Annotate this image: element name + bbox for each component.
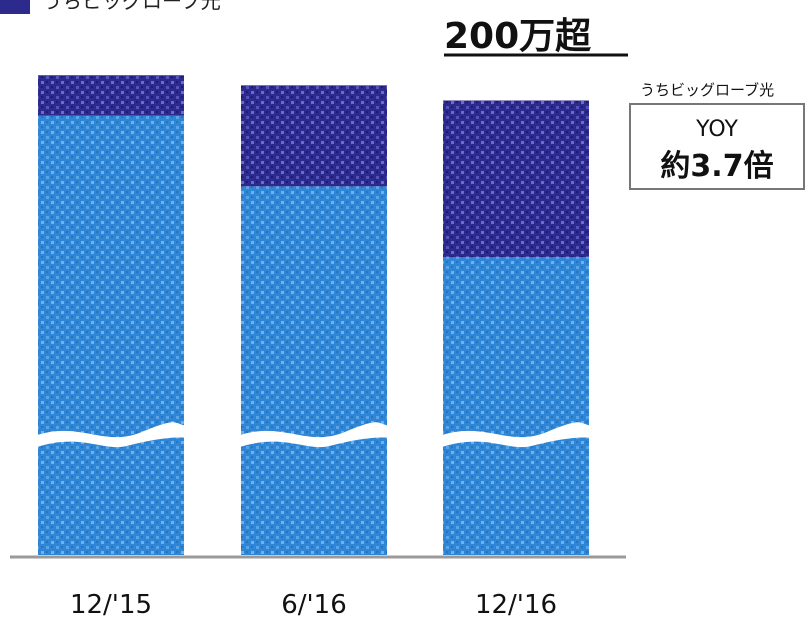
yoy-label: YOY (695, 117, 738, 142)
bar-base-segment-1 (38, 115, 184, 556)
bar-highlight-segment-1 (38, 75, 184, 116)
bar-base-segment-2 (241, 186, 387, 555)
yoy-box (629, 103, 805, 190)
yoy-callout: うちビッグローブ光 YOY 約3.7倍 (629, 81, 805, 190)
axis-breaks (34, 422, 593, 448)
axis-break-3 (439, 422, 593, 448)
axis-break-1 (34, 422, 188, 448)
bars (38, 75, 589, 556)
bar-highlight-segment-2 (241, 85, 387, 187)
x-tick-label-2: 6/'16 (281, 590, 347, 619)
headline-annotation: 200万超 (444, 16, 592, 57)
bar-highlight-segment-3 (443, 100, 589, 258)
x-tick-label-3: 12/'16 (475, 590, 557, 619)
legend-swatch (0, 0, 30, 14)
legend: うちビッグローブ光 (0, 0, 221, 14)
bar-base-segment-3 (443, 257, 589, 555)
x-tick-label-1: 12/'15 (70, 590, 152, 619)
axis-break-2 (237, 422, 391, 448)
x-axis-ticks: 12/'15 6/'16 12/'16 (70, 590, 557, 619)
yoy-caption: うちビッグローブ光 (640, 81, 774, 99)
legend-label: うちビッグローブ光 (42, 0, 221, 13)
yoy-value: 約3.7倍 (660, 149, 773, 184)
